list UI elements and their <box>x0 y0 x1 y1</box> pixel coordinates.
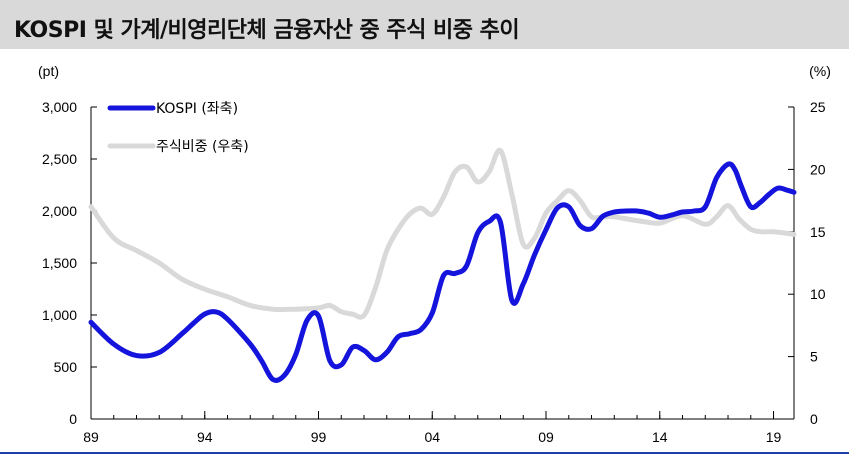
x-tick-label: 99 <box>311 429 327 445</box>
y-right-tick-label: 25 <box>810 99 826 115</box>
legend-label-kospi: KOSPI (좌축) <box>156 101 238 117</box>
y-left-tick-label: 1,500 <box>42 255 77 271</box>
y-left-tick-label: 2,000 <box>42 203 77 219</box>
x-tick-label: 04 <box>424 429 440 445</box>
y-axis-right-unit: (%) <box>809 63 831 79</box>
y-left-tick-label: 3,000 <box>42 99 77 115</box>
x-tick-label: 89 <box>83 429 99 445</box>
legend-label-stock-share: 주식비중 (우축) <box>156 139 249 155</box>
series-layer <box>88 147 797 383</box>
bottom-rule <box>0 452 849 454</box>
series-line-stock-share <box>88 147 797 320</box>
chart-legend: KOSPI (좌축) 주식비중 (우축) <box>107 101 249 155</box>
y-left-tick-label: 2,500 <box>42 151 77 167</box>
series-line-kospi <box>88 161 797 383</box>
y-right-tick-label: 5 <box>810 349 818 365</box>
y-axis-left-unit: (pt) <box>38 63 59 79</box>
chart-title-bar: KOSPI 및 가계/비영리단체 금융자산 중 주식 비중 추이 <box>0 0 849 49</box>
y-left-tick-label: 1,000 <box>42 307 77 323</box>
x-tick-label: 94 <box>197 429 213 445</box>
y-left-tick-label: 0 <box>69 411 77 427</box>
x-tick-label: 19 <box>766 429 782 445</box>
x-tick-label: 09 <box>538 429 554 445</box>
y-right-tick-label: 10 <box>810 286 826 302</box>
chart-title: KOSPI 및 가계/비영리단체 금융자산 중 주식 비중 추이 <box>14 18 520 43</box>
y-right-tick-label: 15 <box>810 224 826 240</box>
y-left-tick-label: 500 <box>54 359 78 375</box>
chart-axes: (pt) (%) 0 500 1,000 1,500 2,000 2,500 3,000 0 5 10… <box>38 63 831 445</box>
y-right-tick-label: 20 <box>810 161 826 177</box>
y-right-tick-label: 0 <box>810 411 818 427</box>
x-tick-label: 14 <box>652 429 668 445</box>
